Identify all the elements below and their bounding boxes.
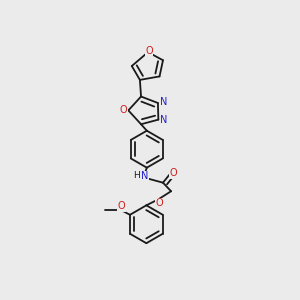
Text: O: O bbox=[119, 105, 127, 116]
Text: N: N bbox=[160, 97, 167, 107]
Text: O: O bbox=[145, 46, 153, 56]
Text: N: N bbox=[160, 115, 168, 125]
Text: O: O bbox=[170, 168, 177, 178]
Text: H: H bbox=[133, 171, 140, 180]
Text: O: O bbox=[156, 199, 164, 208]
Text: O: O bbox=[117, 201, 125, 211]
Text: N: N bbox=[141, 171, 148, 181]
